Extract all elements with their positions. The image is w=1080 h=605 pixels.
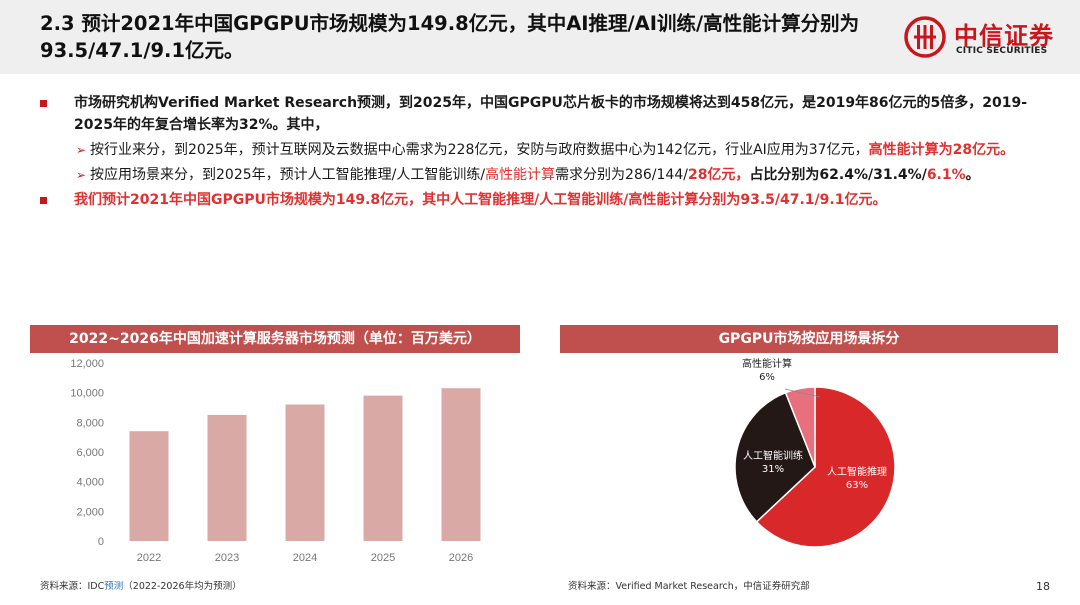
logo-subtitle: CITIC SECURITIES [956, 46, 1048, 56]
sub-bullet-text: 按应用场景来分，到2025年，预计人工智能推理/人工智能训练/ [90, 167, 486, 183]
bullet-text: 市场研究机构Verified Market Research预测，到2025年，… [74, 95, 1028, 133]
page-number: 18 [1036, 580, 1050, 593]
bullet-list: 市场研究机构Verified Market Research预测，到2025年，… [40, 92, 1050, 214]
chevron-right-icon: ➢ [76, 143, 87, 157]
sub-bullet-text: 占比分别为62.4%/31.4%/ [749, 167, 927, 183]
slice-pct-label: 31% [762, 464, 784, 475]
y-tick-label: 0 [98, 536, 104, 548]
sub-bullet-scenario: ➢ 按应用场景来分，到2025年，预计人工智能推理/人工智能训练/高性能计算需求… [40, 164, 1050, 186]
citic-logo: 中信证券 CITIC SECURITIES [904, 16, 1074, 58]
x-tick-label: 2025 [371, 552, 395, 564]
sub-bullet-highlight: 高性能计算 [485, 167, 556, 183]
bar [363, 395, 403, 541]
pie-slice [784, 386, 816, 468]
sub-bullet-text: 需求分别为286/144/ [555, 167, 688, 183]
page-title: 2.3 预计2021年中国GPGPU市场规模为149.8亿元，其中AI推理/AI… [40, 12, 860, 62]
slice-label: 高性能计算 [742, 357, 792, 370]
header-bar: 2.3 预计2021年中国GPGPU市场规模为149.8亿元，其中AI推理/AI… [0, 0, 1080, 74]
sub-bullet-text: 。 [965, 167, 980, 183]
y-tick-label: 12,000 [70, 358, 104, 370]
pie-slice [755, 386, 896, 548]
source-note-right: 资料来源：Verified Market Research，中信证券研究部 [568, 581, 810, 592]
y-tick-label: 6,000 [76, 447, 104, 459]
y-tick-label: 10,000 [70, 388, 104, 400]
chevron-right-icon: ➢ [76, 168, 87, 182]
slice-label: 人工智能训练 [743, 449, 803, 462]
slice-pct-label: 6% [759, 372, 775, 383]
slice-pct-label: 63% [846, 480, 868, 491]
bullet-square-icon [40, 100, 47, 107]
slice-label: 人工智能推理 [827, 465, 887, 478]
pie-chart-title: GPGPU市场按应用场景拆分 [560, 325, 1058, 353]
y-tick-label: 4,000 [76, 477, 104, 489]
bar [285, 404, 325, 541]
sub-bullet-text: 按行业来分，到2025年，预计互联网及云数据中心需求为228亿元，安防与政府数据… [90, 142, 869, 158]
x-tick-label: 2022 [137, 552, 161, 564]
pie-chart: 人工智能推理 63% 人工智能训练 31% 高性能计算 6% [734, 357, 896, 548]
sub-bullet-industry: ➢ 按行业来分，到2025年，预计互联网及云数据中心需求为228亿元，安防与政府… [40, 139, 1050, 161]
bullet-market-forecast: 市场研究机构Verified Market Research预测，到2025年，… [40, 92, 1050, 136]
bar [207, 414, 247, 541]
bullet-square-icon [40, 197, 47, 204]
bar-chart: 0 2,000 4,000 6,000 8,000 10,000 12,000 2022 202… [70, 358, 481, 564]
sub-bullet-highlight: 28亿元， [687, 167, 750, 183]
citic-emblem-icon [904, 16, 946, 58]
pie-slice [734, 391, 816, 523]
bar [129, 431, 169, 541]
x-tick-label: 2023 [215, 552, 239, 564]
sub-bullet-highlight: 高性能计算为28亿元。 [868, 142, 1015, 158]
source-note-left: 资料来源：IDC预测（2022-2026年均为预测） [40, 578, 242, 592]
source-text: 资料来源：IDC [40, 581, 105, 592]
bar-chart-title: 2022~2026年中国加速计算服务器市场预测（单位：百万美元） [30, 325, 520, 353]
source-link: 预测 [104, 581, 124, 592]
x-tick-label: 2024 [293, 552, 317, 564]
leader-line [784, 388, 821, 398]
logo-name: 中信证券 [954, 21, 1054, 50]
source-text: （2022-2026年均为预测） [123, 581, 242, 592]
bullet-our-estimate: 我们预计2021年中国GPGPU市场规模为149.8亿元，其中人工智能推理/人工… [40, 189, 1050, 211]
x-tick-label: 2026 [449, 552, 473, 564]
sub-bullet-highlight: 6.1% [926, 167, 966, 183]
y-tick-label: 8,000 [76, 417, 104, 429]
bullet-text: 我们预计2021年中国GPGPU市场规模为149.8亿元，其中人工智能推理/人工… [74, 192, 887, 208]
bar [441, 388, 481, 541]
y-tick-label: 2,000 [76, 506, 104, 518]
